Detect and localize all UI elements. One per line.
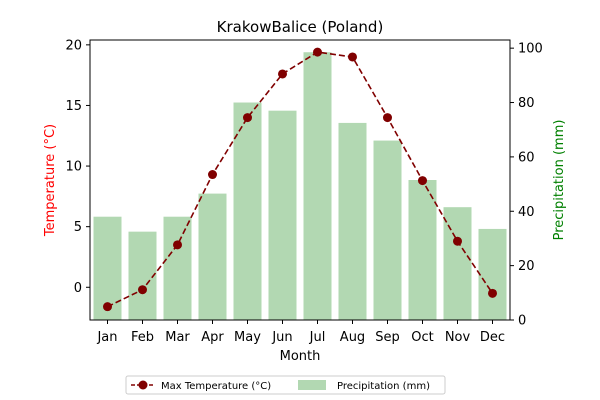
legend-frame (125, 375, 446, 395)
temperature-point-may (243, 113, 252, 123)
right-tick-label: 100 (518, 42, 543, 57)
legend: Max Temperature (°C) Precipitation (mm) (125, 375, 446, 395)
x-tick-label: Jul (309, 330, 326, 345)
precipitation-bar-jun (268, 110, 297, 320)
temperature-point-feb (138, 285, 147, 295)
precipitation-bar-jul (303, 52, 332, 321)
x-tick-label: Jun (271, 330, 292, 345)
precipitation-bar-oct (408, 180, 437, 320)
precipitation-bar-aug (338, 122, 367, 320)
left-tick-label: 5 (74, 220, 82, 235)
right-tick-label: 60 (518, 150, 535, 165)
x-tick-label: Apr (201, 330, 224, 345)
left-tick-label: 10 (65, 160, 82, 175)
right-axis: 0 20 40 60 80 100 (510, 42, 543, 329)
x-tick-label: Jan (96, 330, 117, 345)
precipitation-bar-mar (163, 216, 192, 320)
x-tick-label: Feb (131, 330, 154, 345)
temperature-point-jul (313, 47, 322, 57)
x-tick-label: Nov (445, 330, 471, 345)
precipitation-bar-may (233, 102, 262, 321)
temperature-point-mar (173, 240, 182, 250)
x-axis-label: Month (280, 349, 321, 364)
left-axis-label: Temperature (°C) (43, 124, 58, 237)
legend-label-temperature: Max Temperature (°C) (161, 381, 271, 392)
x-tick-label: Oct (411, 330, 433, 345)
precipitation-bar-feb (128, 231, 157, 320)
temperature-point-jan (103, 302, 112, 312)
temperature-point-aug (348, 52, 357, 62)
x-tick-label: May (234, 330, 261, 345)
temperature-point-sep (383, 113, 392, 123)
x-tick-label: Mar (165, 330, 190, 345)
plot-frame (89, 39, 511, 321)
right-tick-label: 80 (518, 96, 535, 111)
x-tick-label: Dec (480, 330, 505, 345)
precipitation-bar-apr (198, 193, 227, 320)
temperature-point-oct (418, 176, 427, 186)
temperature-point-jun (278, 69, 287, 79)
right-tick-label: 40 (518, 205, 535, 220)
right-axis-label: Precipitation (mm) (552, 120, 567, 241)
precipitation-bar-nov (443, 207, 472, 320)
right-tick-label: 0 (518, 314, 526, 329)
legend-line-marker (138, 380, 148, 390)
left-tick-label: 0 (74, 281, 82, 296)
temperature-line-path (107, 51, 494, 308)
legend-bar-swatch (298, 380, 326, 390)
temperature-point-apr (208, 170, 217, 180)
left-tick-label: 15 (65, 99, 82, 114)
temperature-point-nov (453, 236, 462, 246)
temperature-line (103, 47, 497, 312)
chart-title: KrakowBalice (Poland) (217, 18, 384, 36)
x-tick-label: Aug (340, 330, 365, 345)
left-axis: 0 5 10 15 20 (65, 38, 90, 296)
x-axis: Jan Feb Mar Apr May Jun Jul Aug Sep Oct Nov Dec (96, 320, 505, 345)
x-tick-label: Sep (375, 330, 400, 345)
precipitation-bar-sep (373, 140, 402, 320)
precipitation-bar-dec (478, 228, 507, 320)
precipitation-bars (93, 52, 507, 321)
temperature-point-dec (488, 288, 497, 298)
right-tick-label: 20 (518, 259, 535, 274)
left-tick-label: 20 (65, 38, 82, 53)
legend-label-precipitation: Precipitation (mm) (337, 381, 430, 392)
